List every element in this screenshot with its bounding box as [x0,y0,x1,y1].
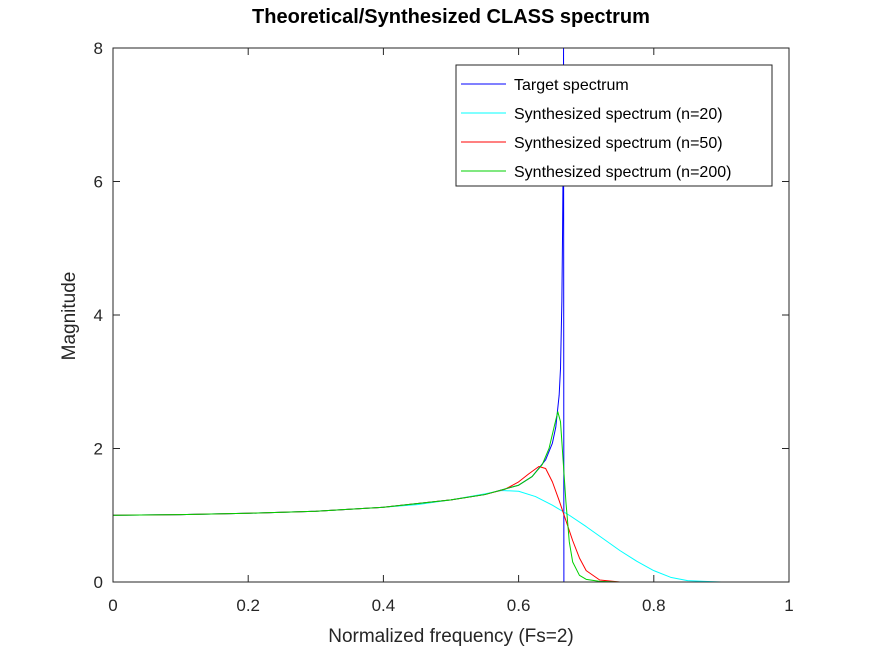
y-tick-label: 4 [94,306,103,325]
x-tick-label: 0.8 [642,596,666,615]
legend-label-1: Target spectrum [514,77,629,94]
legend-label-4: Synthesized spectrum (n=200) [514,164,731,181]
series-line-4 [112,411,789,583]
x-tick-label: 0.2 [236,596,260,615]
y-tick-label: 2 [94,440,103,459]
x-axis-label: Normalized frequency (Fs=2) [328,626,574,647]
legend-label-2: Synthesized spectrum (n=20) [514,106,723,123]
legend-label-3: Synthesized spectrum (n=50) [514,135,723,152]
y-tick-label: 0 [94,573,103,592]
x-tick-label: 0 [108,596,117,615]
legend: Target spectrum Synthesized spectrum (n=2… [455,64,773,187]
x-tick-label: 0.6 [507,596,531,615]
x-tick-label: 0.4 [372,596,396,615]
y-axis-label: Magnitude [59,272,80,361]
legend-box [455,64,773,187]
y-tick-label: 8 [94,39,103,58]
x-tick-label: 1 [784,596,793,615]
chart-title: Theoretical/Synthesized CLASS spectrum [252,6,650,28]
y-tick-label: 6 [94,173,103,192]
